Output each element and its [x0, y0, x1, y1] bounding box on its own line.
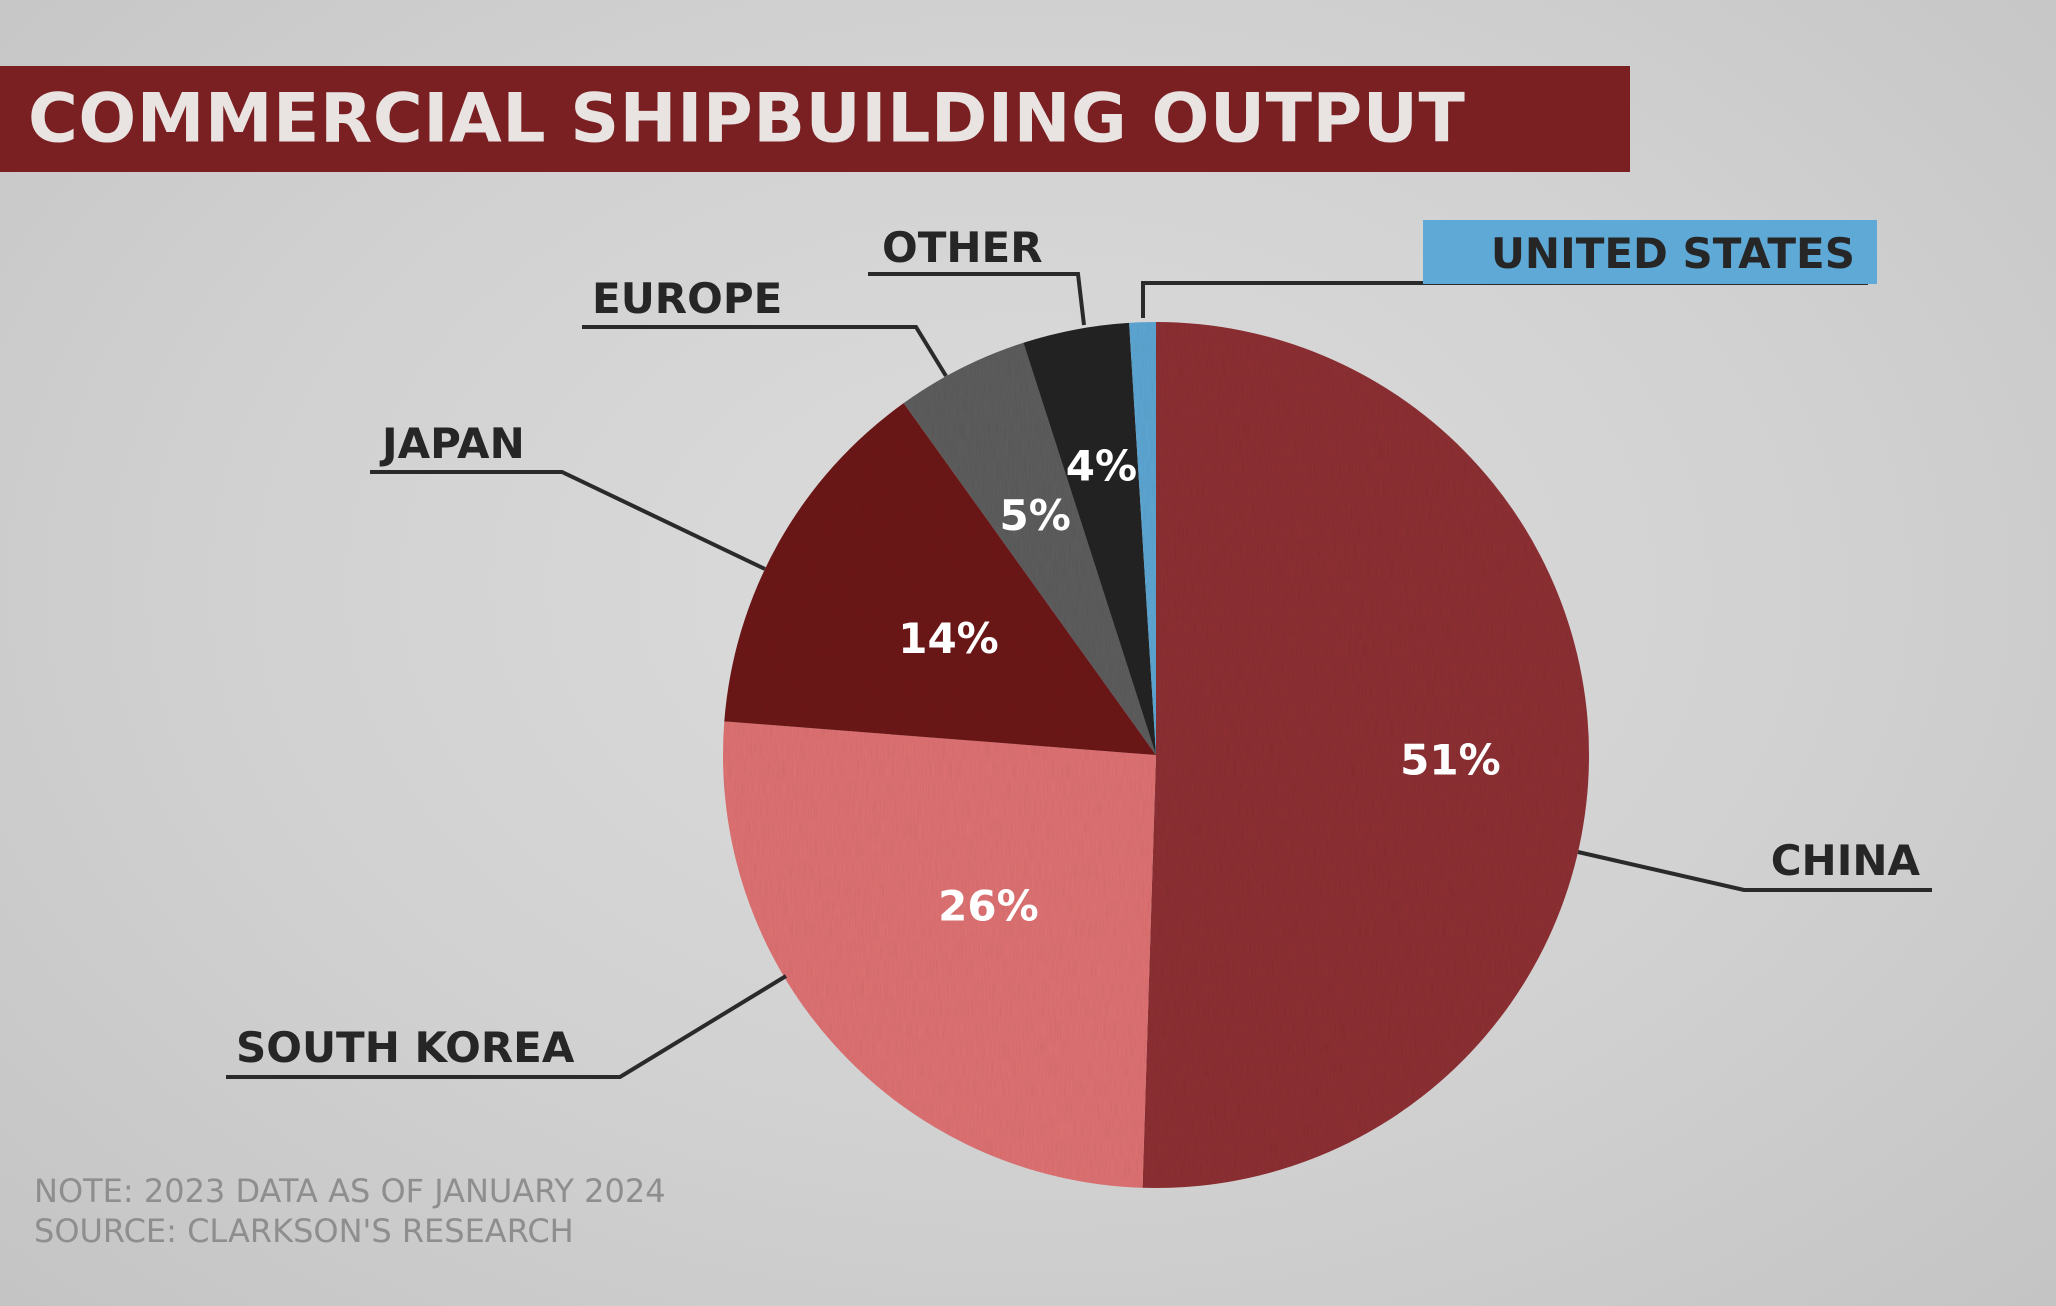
category-label-south-korea: SOUTH KOREA — [236, 1023, 575, 1072]
category-label-japan: JAPAN — [379, 419, 525, 468]
title-banner: COMMERCIAL SHIPBUILDING OUTPUT — [0, 66, 1630, 172]
pie-slice-other — [1023, 322, 1156, 755]
callouts: CHINA SOUTH KOREA JAPAN EUROPE OTHER UNITED S… — [226, 220, 1932, 1079]
pie-slice-china — [1142, 322, 1590, 1188]
pct-label-south-korea: 26% — [938, 881, 1039, 930]
pct-label-japan: 14% — [898, 614, 999, 663]
callout-line-united-states — [1141, 281, 1868, 318]
pct-label-other: 4% — [1066, 442, 1137, 491]
pie-slices — [723, 322, 1590, 1188]
callout-line-europe — [582, 325, 948, 378]
pie-slice-south-korea — [723, 721, 1156, 1188]
callout-line-south-korea — [226, 974, 788, 1079]
category-label-united-states: UNITED STATES — [1491, 229, 1855, 278]
page-title: COMMERCIAL SHIPBUILDING OUTPUT — [28, 79, 1466, 159]
highlight-box-united-states — [1423, 220, 1877, 284]
pie-slice-japan — [724, 403, 1156, 755]
percent-labels: 51% 26% 14% 5%4% — [898, 442, 1500, 931]
callout-line-other — [868, 272, 1086, 326]
callout-line-china — [1577, 850, 1932, 892]
pie-slice-united-states — [1129, 322, 1156, 755]
pct-label-europe: 5% — [1000, 491, 1071, 540]
footnote-note: NOTE: 2023 DATA AS OF JANUARY 2024 — [34, 1172, 666, 1210]
callout-line-japan — [370, 470, 766, 571]
category-label-china: CHINA — [1771, 836, 1921, 885]
pie-slice-europe — [903, 342, 1156, 755]
footnote-source: SOURCE: CLARKSON'S RESEARCH — [34, 1212, 574, 1250]
pct-label-china: 51% — [1400, 736, 1501, 785]
category-label-europe: EUROPE — [592, 274, 782, 323]
category-label-other: OTHER — [882, 223, 1043, 272]
